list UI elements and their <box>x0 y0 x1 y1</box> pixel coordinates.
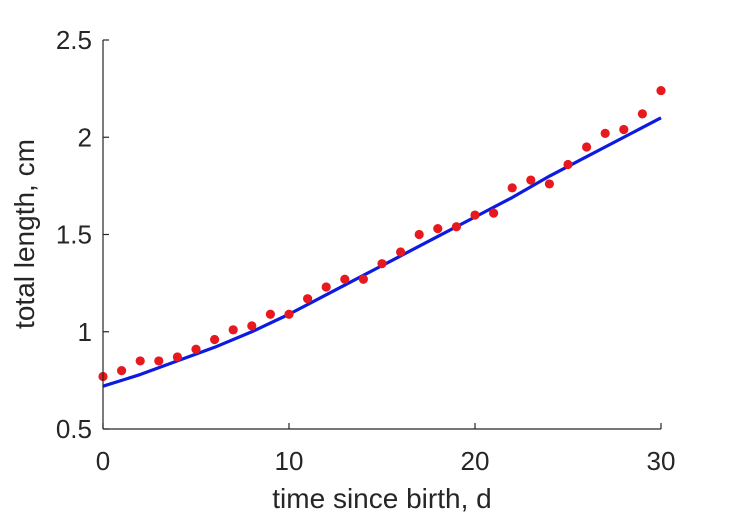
data-point <box>210 334 220 345</box>
data-point <box>582 142 592 152</box>
data-point <box>414 229 424 240</box>
data-point <box>489 208 499 218</box>
data-point <box>600 128 610 138</box>
y-tick-label: 1.5 <box>56 220 92 250</box>
x-tick-label: 30 <box>647 446 676 476</box>
y-tick-label: 2 <box>78 122 92 152</box>
fit-line <box>102 116 662 388</box>
data-point <box>247 321 257 331</box>
data-point <box>656 85 666 96</box>
data-point <box>172 352 182 362</box>
data-point <box>544 179 555 189</box>
ticks: 0 10 20 30 0.5 1 1.5 2 2.5 <box>56 25 676 476</box>
data-point <box>154 356 164 366</box>
data-point <box>191 344 201 354</box>
y-tick-label: 0.5 <box>56 414 92 444</box>
data-point <box>358 274 368 284</box>
x-axis-title: time since birth, d <box>272 483 491 514</box>
data-point <box>619 124 629 135</box>
data-point <box>135 356 145 366</box>
x-tick-label: 20 <box>461 446 490 476</box>
data-point <box>340 274 350 284</box>
data-point <box>284 309 294 319</box>
data-point <box>451 222 461 232</box>
axes <box>102 40 661 430</box>
x-tick-label: 10 <box>275 446 304 476</box>
data-point <box>303 294 313 304</box>
data-point <box>433 224 443 234</box>
data-point <box>637 109 648 119</box>
data-point <box>507 183 517 193</box>
plot-area <box>98 85 666 388</box>
data-point <box>526 175 536 185</box>
data-point <box>396 247 406 257</box>
data-point <box>228 325 238 335</box>
y-tick-label: 2.5 <box>56 25 92 55</box>
y-tick-label: 1 <box>78 317 92 347</box>
data-point <box>470 210 480 220</box>
data-point <box>117 366 127 376</box>
x-tick-label: 0 <box>96 446 110 476</box>
data-point <box>377 259 387 269</box>
data-point <box>265 309 275 319</box>
y-axis-title: total length, cm <box>9 139 40 329</box>
data-point <box>321 282 331 292</box>
data-point <box>563 159 573 170</box>
